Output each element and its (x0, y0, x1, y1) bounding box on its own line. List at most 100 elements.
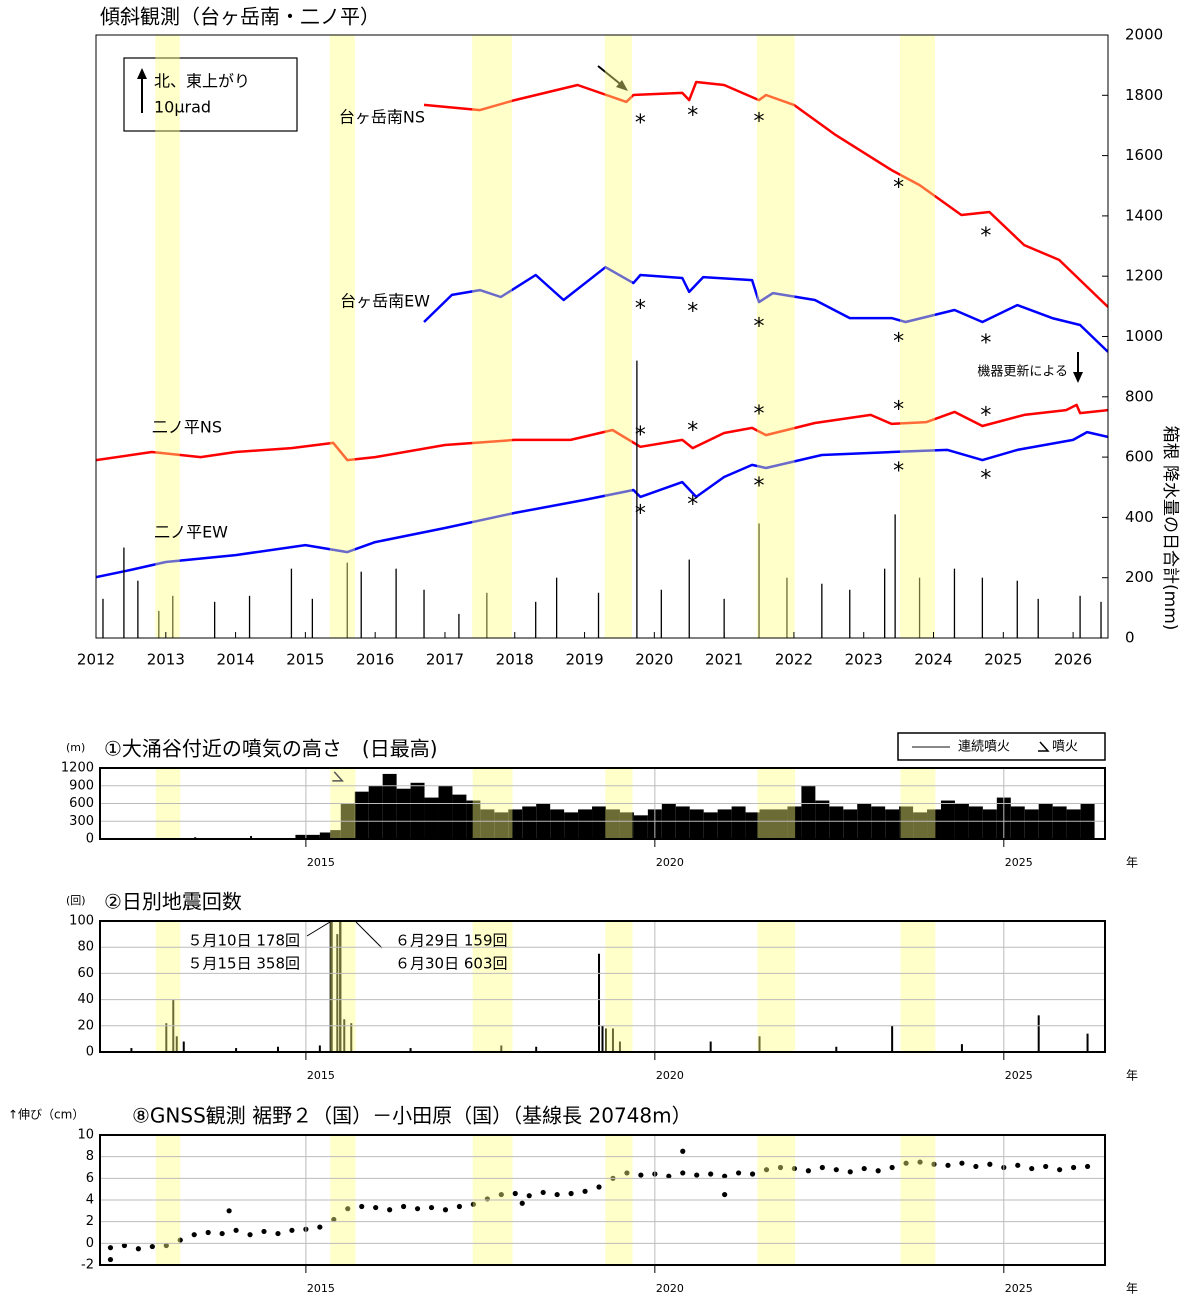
x-tick-label: 2024 (914, 651, 952, 669)
bar (913, 812, 928, 839)
bar (605, 809, 620, 839)
x-tick-label: 2022 (775, 651, 813, 669)
point (1070, 1164, 1077, 1171)
y-tick-label: -2 (81, 1258, 94, 1273)
highlight-period (604, 35, 633, 638)
bar (619, 812, 634, 839)
note-arrow-head (1073, 372, 1083, 383)
series-label: 台ヶ岳南EW (340, 292, 430, 311)
point (1015, 1162, 1021, 1168)
bar (319, 832, 331, 839)
x-tick-label: 2021 (705, 651, 743, 669)
point (722, 1191, 728, 1198)
bar (731, 806, 746, 839)
x-tick-label: 2026 (1054, 651, 1092, 669)
point (805, 1168, 811, 1174)
point (694, 1172, 700, 1178)
leader-line (306, 921, 331, 937)
x-tick-label: 2015 (307, 1282, 335, 1295)
bar (250, 836, 253, 839)
point (582, 1188, 588, 1194)
x-tick-label: 2020 (656, 1069, 684, 1082)
bar (578, 809, 593, 839)
bar (1010, 806, 1025, 839)
highlight-period (155, 35, 180, 638)
bar (1052, 806, 1067, 839)
y-tick-label: 20 (77, 1018, 94, 1033)
y-tick-label: 4 (86, 1193, 94, 1208)
point (414, 1206, 421, 1212)
asterisk: * (893, 330, 904, 355)
x-tick-label: 2023 (845, 651, 883, 669)
bar (522, 806, 537, 839)
x-tick-label: 2020 (635, 651, 673, 669)
y-tick-label: 6 (86, 1171, 94, 1186)
point (819, 1164, 825, 1171)
series-label: 二ノ平EW (154, 523, 228, 542)
y-tick-label: 8 (86, 1149, 94, 1164)
point (568, 1190, 574, 1197)
plot-frame (99, 767, 1106, 840)
y-axis-label: ↑伸び（cm） (8, 1108, 84, 1122)
point (94, 1244, 99, 1249)
legend-note: 10μrad (154, 98, 211, 117)
point (903, 1160, 909, 1166)
point (959, 1160, 965, 1166)
bar (745, 812, 760, 839)
point (638, 1172, 644, 1178)
bar (968, 806, 983, 839)
bar (330, 830, 341, 839)
highlight-period (155, 921, 181, 1052)
point (121, 1242, 128, 1249)
y2-tick-label: 1800 (1125, 86, 1163, 104)
y-tick-label: 100 (69, 914, 94, 929)
x-axis-label: 年 (1126, 856, 1138, 870)
point (735, 1170, 742, 1176)
y2-axis-label: 箱根 降水量の日合計(mm) (1160, 426, 1180, 631)
point (205, 1229, 211, 1236)
plot-area (96, 35, 1108, 638)
point (931, 1161, 937, 1167)
point (247, 1232, 253, 1238)
asterisk: * (980, 403, 991, 428)
highlight-period (472, 35, 512, 638)
layout (123, 57, 1106, 949)
highlight-period (329, 35, 355, 638)
point (219, 1230, 225, 1237)
asterisk: * (687, 103, 698, 128)
y-tick-label: 2 (86, 1214, 94, 1229)
point (275, 1230, 281, 1237)
y2-tick-label: 800 (1125, 387, 1154, 405)
annotation: ６月29日 159回 (395, 932, 508, 950)
eruption-mark (332, 771, 344, 782)
point (107, 1245, 114, 1251)
chart-title: 傾斜観測（台ヶ岳南・二ノ平） (100, 5, 380, 29)
y2-tick-label: 1400 (1125, 206, 1163, 224)
point (191, 1232, 197, 1238)
y-tick-label: 300 (69, 814, 94, 829)
x-tick-label: 2018 (496, 651, 534, 669)
highlight-period (757, 921, 796, 1052)
asterisk: * (754, 314, 765, 339)
point (400, 1203, 407, 1210)
y2-tick-label: 400 (1125, 508, 1154, 526)
chart-title: ⑧GNSS観測 裾野２（国）－小田原（国）（基線長 20748m） (132, 1104, 692, 1128)
chart-title: ②日別地震回数 (104, 890, 242, 914)
note: 機器更新による (977, 364, 1068, 380)
asterisk: * (687, 418, 698, 443)
asterisk: * (687, 492, 698, 517)
bar (801, 785, 816, 839)
asterisk: * (635, 111, 646, 136)
y-tick-label: 80 (77, 940, 94, 955)
bar (410, 782, 425, 839)
y2-tick-label: 1200 (1125, 267, 1163, 285)
x-tick-label: 2025 (1005, 1069, 1033, 1082)
point (847, 1169, 853, 1175)
bar (843, 809, 858, 839)
bar (717, 809, 732, 839)
point (917, 1159, 923, 1165)
y-tick-label: 40 (77, 992, 94, 1007)
highlight-period (472, 921, 513, 1052)
y-axis-label: (m) (66, 741, 85, 754)
